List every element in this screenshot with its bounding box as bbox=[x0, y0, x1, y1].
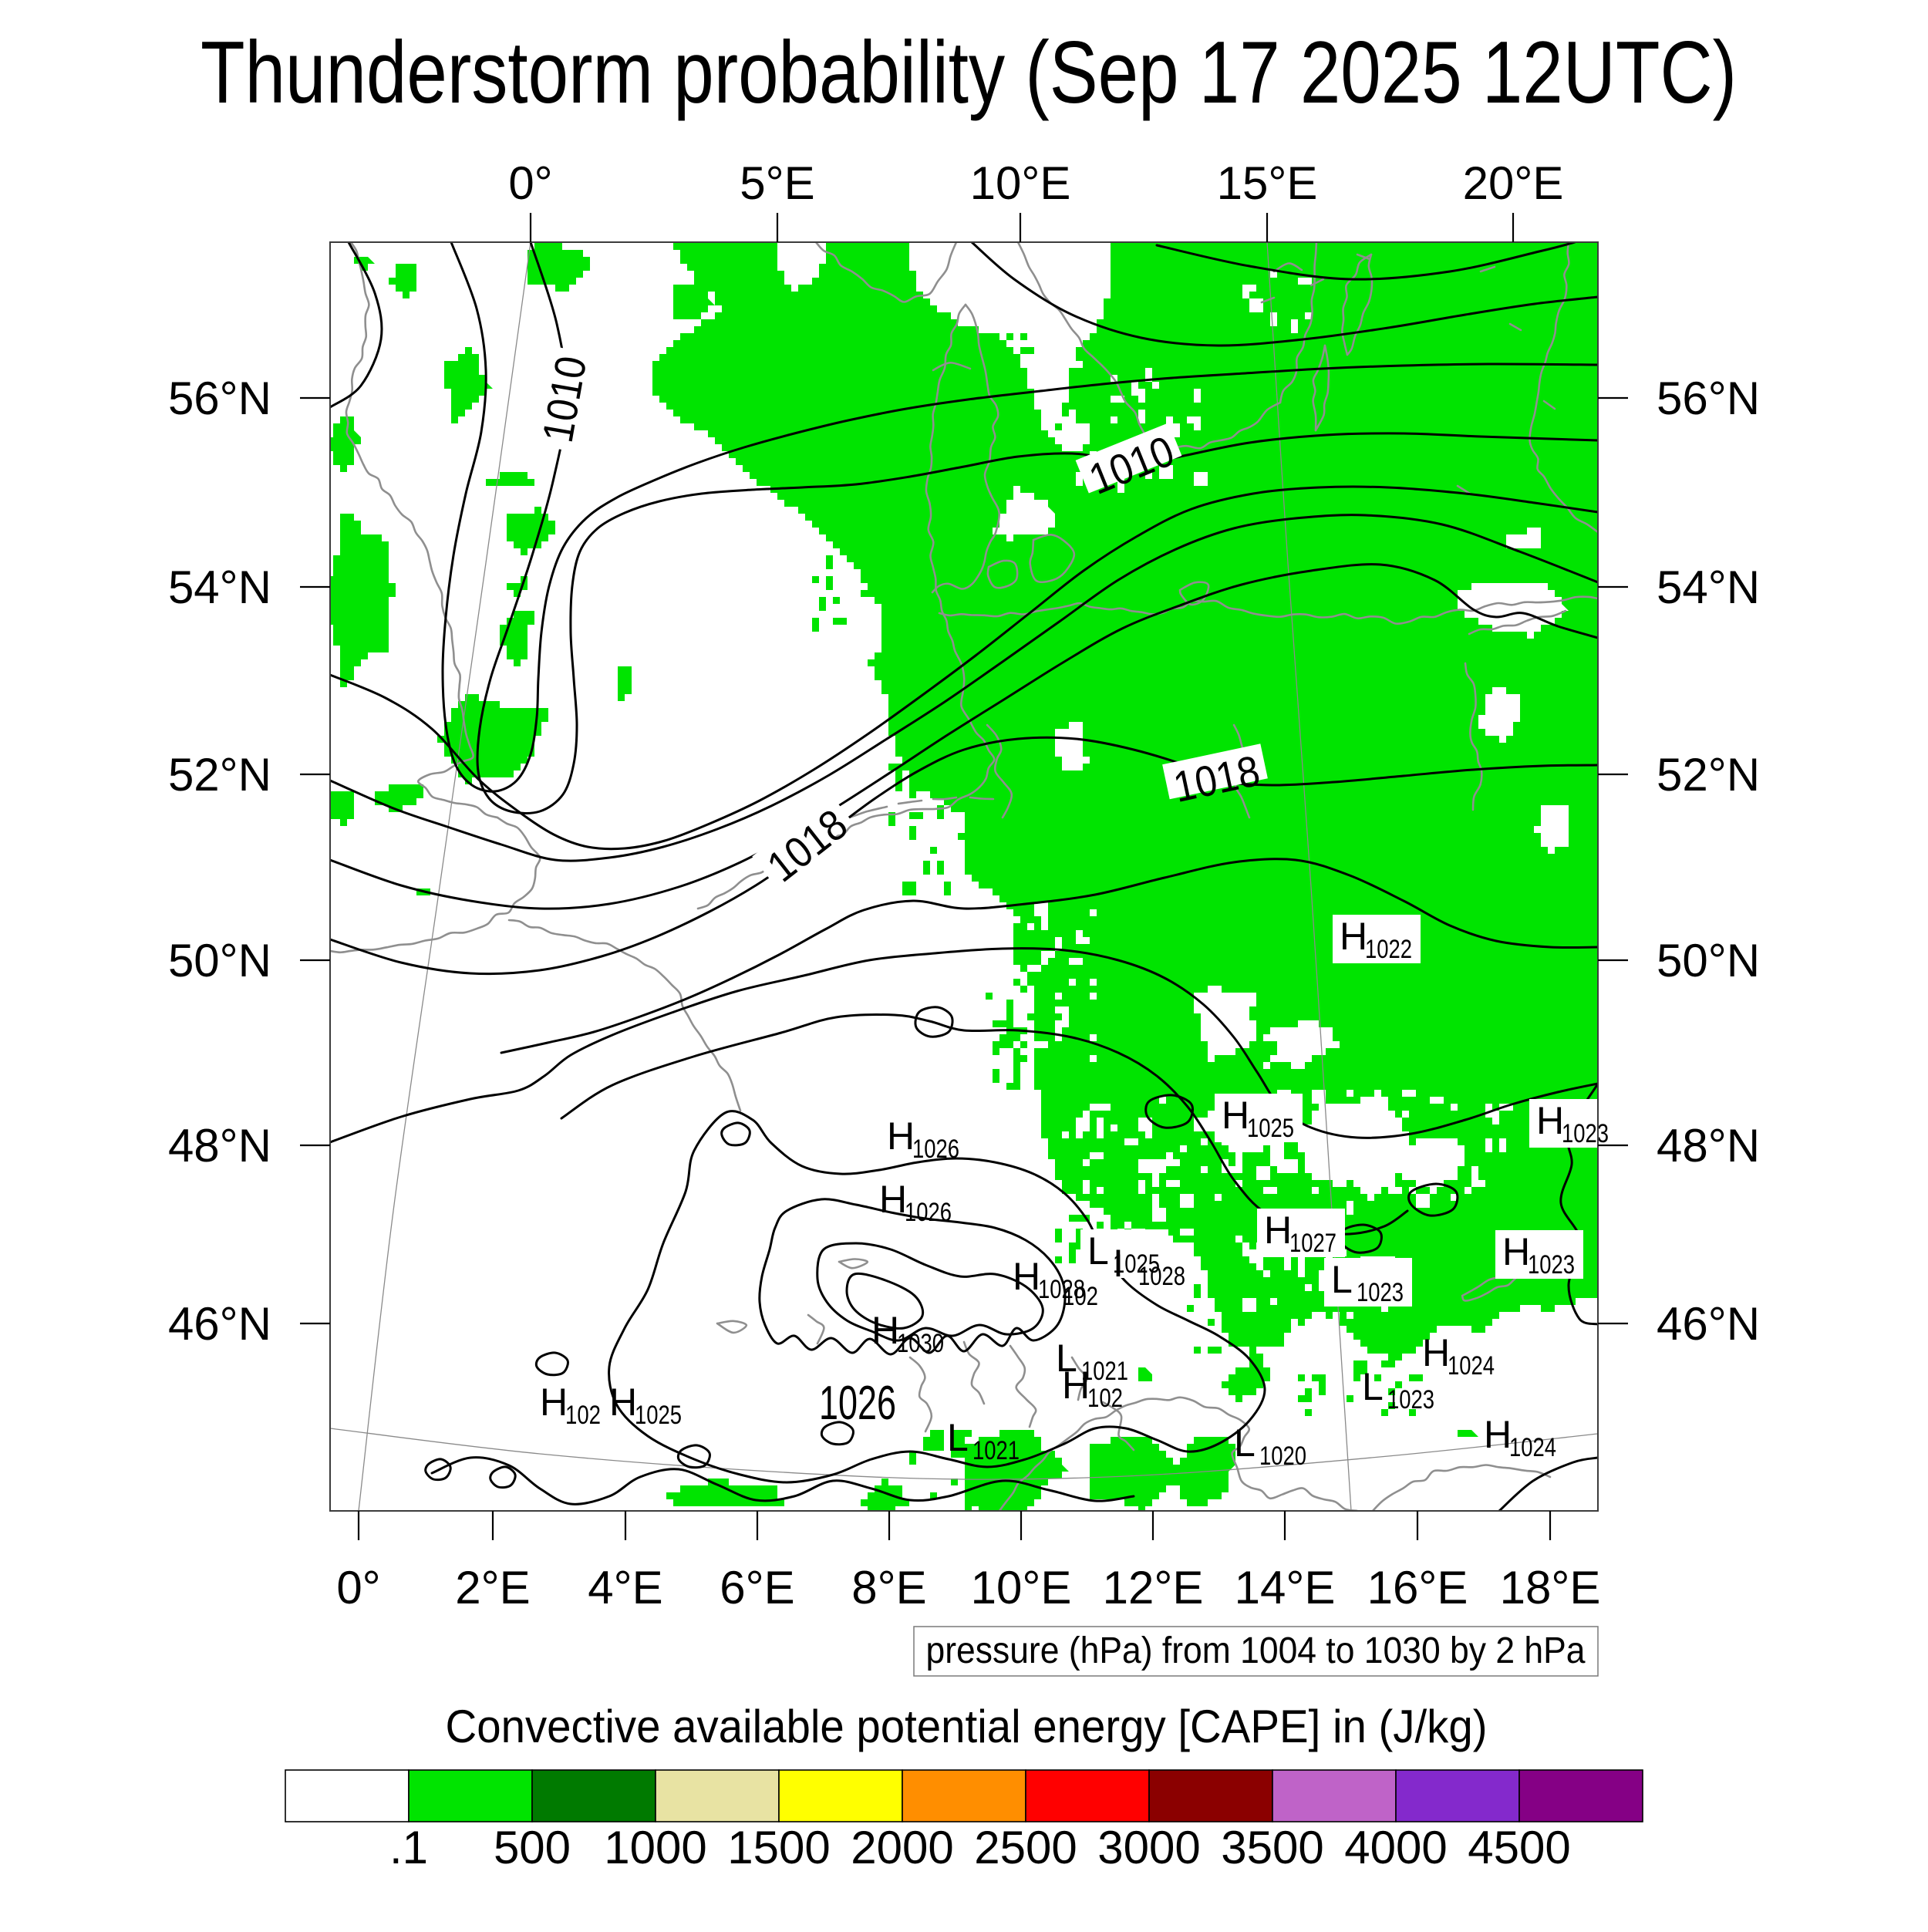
svg-text:1026: 1026 bbox=[819, 1377, 896, 1430]
svg-text:L: L bbox=[1056, 1337, 1077, 1380]
svg-text:1020: 1020 bbox=[1259, 1441, 1306, 1471]
svg-text:4°E: 4°E bbox=[588, 1562, 662, 1613]
svg-text:1026: 1026 bbox=[912, 1135, 959, 1164]
svg-text:Convective available potential: Convective available potential energy [C… bbox=[446, 1701, 1488, 1752]
svg-text:102: 102 bbox=[1063, 1282, 1098, 1311]
svg-text:1025: 1025 bbox=[635, 1401, 682, 1430]
svg-text:Thunderstorm probability (Sep: Thunderstorm probability (Sep 17 2025 12… bbox=[201, 24, 1737, 122]
svg-text:1023: 1023 bbox=[1357, 1278, 1404, 1307]
svg-text:56°N: 56°N bbox=[168, 373, 271, 424]
svg-text:H: H bbox=[1222, 1094, 1249, 1137]
svg-text:50°N: 50°N bbox=[168, 935, 271, 986]
svg-text:L: L bbox=[1331, 1258, 1353, 1301]
svg-text:1023: 1023 bbox=[1562, 1119, 1609, 1148]
svg-text:1024: 1024 bbox=[1448, 1351, 1495, 1381]
svg-text:1028: 1028 bbox=[1138, 1262, 1185, 1291]
svg-text:52°N: 52°N bbox=[168, 749, 271, 801]
svg-text:3000: 3000 bbox=[1097, 1822, 1200, 1873]
svg-text:1021: 1021 bbox=[972, 1436, 1020, 1465]
svg-text:2000: 2000 bbox=[851, 1822, 953, 1873]
svg-text:500: 500 bbox=[494, 1822, 571, 1873]
svg-text:48°N: 48°N bbox=[1657, 1120, 1760, 1172]
svg-text:H: H bbox=[887, 1114, 915, 1158]
svg-text:10°E: 10°E bbox=[970, 157, 1071, 209]
svg-text:1028: 1028 bbox=[1038, 1275, 1085, 1304]
svg-text:H: H bbox=[1062, 1364, 1090, 1407]
svg-text:16°E: 16°E bbox=[1367, 1562, 1468, 1613]
svg-text:102: 102 bbox=[565, 1401, 601, 1430]
svg-text:3500: 3500 bbox=[1221, 1822, 1323, 1873]
svg-text:H: H bbox=[1536, 1099, 1564, 1142]
svg-text:I: I bbox=[1113, 1242, 1124, 1285]
svg-text:14°E: 14°E bbox=[1235, 1562, 1336, 1613]
svg-text:50°N: 50°N bbox=[1657, 935, 1760, 986]
svg-text:H: H bbox=[540, 1381, 568, 1424]
svg-text:56°N: 56°N bbox=[1657, 373, 1760, 424]
svg-text:H: H bbox=[1484, 1413, 1512, 1456]
svg-text:0°: 0° bbox=[336, 1562, 380, 1613]
svg-text:1026: 1026 bbox=[905, 1198, 952, 1227]
svg-text:4500: 4500 bbox=[1468, 1822, 1570, 1873]
svg-text:1021: 1021 bbox=[1081, 1357, 1128, 1386]
svg-text:2°E: 2°E bbox=[455, 1562, 530, 1613]
svg-text:48°N: 48°N bbox=[168, 1120, 271, 1172]
svg-text:10°E: 10°E bbox=[971, 1562, 1072, 1613]
svg-text:1023: 1023 bbox=[1387, 1385, 1434, 1414]
svg-text:H: H bbox=[1264, 1209, 1292, 1252]
svg-text:54°N: 54°N bbox=[168, 561, 271, 613]
svg-text:1025: 1025 bbox=[1113, 1249, 1160, 1279]
svg-text:L: L bbox=[1362, 1365, 1384, 1408]
svg-text:102: 102 bbox=[1087, 1384, 1123, 1413]
svg-text:20°E: 20°E bbox=[1463, 157, 1564, 209]
svg-text:1500: 1500 bbox=[727, 1822, 830, 1873]
svg-text:pressure (hPa) from 1004 to 10: pressure (hPa) from 1004 to 1030 by 2 hP… bbox=[926, 1630, 1586, 1671]
svg-text:H: H bbox=[879, 1178, 907, 1221]
svg-text:1022: 1022 bbox=[1365, 935, 1412, 964]
svg-text:6°E: 6°E bbox=[720, 1562, 794, 1613]
svg-text:1027: 1027 bbox=[1289, 1229, 1336, 1258]
svg-text:46°N: 46°N bbox=[1657, 1298, 1760, 1350]
svg-text:1000: 1000 bbox=[604, 1822, 706, 1873]
svg-text:H: H bbox=[1422, 1331, 1450, 1374]
svg-text:1024: 1024 bbox=[1509, 1433, 1556, 1462]
svg-text:H: H bbox=[1340, 915, 1367, 958]
svg-text:15°E: 15°E bbox=[1217, 157, 1318, 209]
svg-text:8°E: 8°E bbox=[851, 1562, 926, 1613]
svg-text:.1: .1 bbox=[389, 1822, 428, 1873]
svg-text:H: H bbox=[871, 1309, 899, 1352]
svg-text:1030: 1030 bbox=[897, 1329, 944, 1358]
svg-text:1023: 1023 bbox=[1528, 1250, 1575, 1280]
svg-text:5°E: 5°E bbox=[740, 157, 814, 209]
svg-text:46°N: 46°N bbox=[168, 1298, 271, 1350]
svg-text:0°: 0° bbox=[508, 157, 552, 209]
svg-text:L: L bbox=[1234, 1421, 1256, 1465]
svg-text:4000: 4000 bbox=[1344, 1822, 1447, 1873]
svg-text:54°N: 54°N bbox=[1657, 561, 1760, 613]
svg-text:H: H bbox=[609, 1381, 637, 1424]
svg-text:L: L bbox=[1087, 1229, 1109, 1273]
svg-text:H: H bbox=[1502, 1230, 1530, 1273]
svg-text:H: H bbox=[1013, 1255, 1040, 1298]
svg-text:12°E: 12°E bbox=[1103, 1562, 1204, 1613]
svg-text:52°N: 52°N bbox=[1657, 749, 1760, 801]
svg-text:1025: 1025 bbox=[1247, 1114, 1294, 1143]
svg-text:18°E: 18°E bbox=[1500, 1562, 1601, 1613]
svg-text:L: L bbox=[947, 1416, 969, 1459]
svg-text:2500: 2500 bbox=[974, 1822, 1077, 1873]
